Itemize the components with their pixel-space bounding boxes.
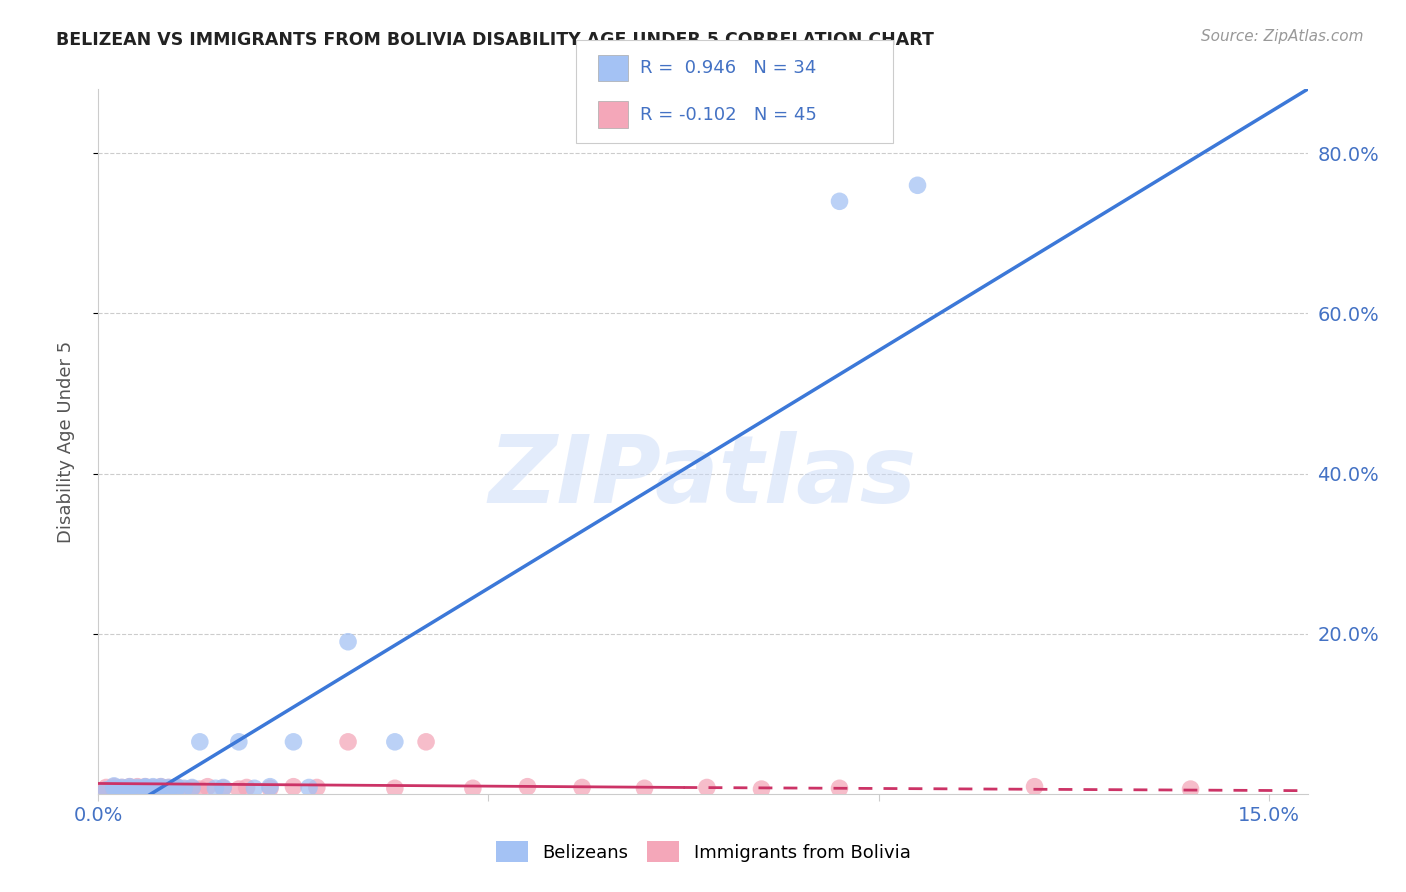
Point bbox=[118, 780, 141, 794]
Point bbox=[111, 780, 134, 795]
Point bbox=[149, 780, 172, 794]
Point bbox=[235, 780, 257, 795]
Point bbox=[103, 779, 125, 793]
Point bbox=[149, 780, 172, 794]
Point bbox=[259, 780, 281, 794]
Text: Source: ZipAtlas.com: Source: ZipAtlas.com bbox=[1201, 29, 1364, 44]
Point bbox=[157, 780, 180, 795]
Point bbox=[149, 783, 172, 797]
Legend: Belizeans, Immigrants from Bolivia: Belizeans, Immigrants from Bolivia bbox=[488, 834, 918, 870]
Point bbox=[212, 780, 235, 795]
Point bbox=[142, 783, 165, 797]
Point bbox=[571, 780, 593, 795]
Point bbox=[415, 735, 437, 749]
Point bbox=[127, 783, 149, 797]
Point bbox=[461, 781, 484, 796]
Point bbox=[165, 780, 187, 794]
Point bbox=[127, 781, 149, 796]
Point bbox=[828, 781, 851, 796]
Point bbox=[259, 781, 281, 796]
Point bbox=[165, 781, 187, 796]
Point bbox=[751, 782, 773, 797]
Point bbox=[142, 780, 165, 795]
Point bbox=[127, 780, 149, 795]
Point bbox=[828, 194, 851, 209]
Text: BELIZEAN VS IMMIGRANTS FROM BOLIVIA DISABILITY AGE UNDER 5 CORRELATION CHART: BELIZEAN VS IMMIGRANTS FROM BOLIVIA DISA… bbox=[56, 31, 934, 49]
Point bbox=[633, 781, 655, 796]
Point bbox=[212, 781, 235, 796]
Point bbox=[96, 783, 118, 797]
Point bbox=[111, 780, 134, 795]
Point bbox=[111, 782, 134, 797]
Point bbox=[337, 735, 360, 749]
Point bbox=[384, 735, 406, 749]
Point bbox=[142, 781, 165, 796]
Point bbox=[103, 781, 125, 796]
Point bbox=[134, 780, 156, 794]
Point bbox=[134, 781, 156, 796]
Point bbox=[118, 780, 141, 794]
Point bbox=[907, 178, 929, 193]
Point bbox=[181, 780, 204, 795]
Point bbox=[127, 780, 149, 794]
Point bbox=[157, 783, 180, 797]
Point bbox=[283, 780, 305, 794]
Point bbox=[165, 780, 187, 794]
Point bbox=[204, 781, 226, 796]
Point bbox=[696, 780, 718, 795]
Y-axis label: Disability Age Under 5: Disability Age Under 5 bbox=[56, 341, 75, 542]
Point bbox=[111, 783, 134, 797]
Text: ZIPatlas: ZIPatlas bbox=[489, 431, 917, 523]
Point bbox=[118, 782, 141, 797]
Point bbox=[337, 634, 360, 648]
Point bbox=[1024, 780, 1046, 794]
Point bbox=[516, 780, 538, 794]
Point bbox=[103, 780, 125, 794]
Point bbox=[134, 780, 156, 794]
Point bbox=[173, 781, 195, 796]
Point bbox=[181, 781, 204, 796]
Point bbox=[228, 782, 250, 797]
Point bbox=[228, 735, 250, 749]
Point bbox=[1180, 782, 1202, 797]
Point bbox=[96, 783, 118, 797]
Point bbox=[283, 735, 305, 749]
Point bbox=[149, 781, 172, 796]
Point bbox=[134, 780, 156, 795]
Point bbox=[384, 781, 406, 796]
Point bbox=[188, 782, 211, 797]
Point bbox=[197, 780, 219, 794]
Point bbox=[103, 782, 125, 797]
Point bbox=[165, 782, 187, 797]
Point bbox=[157, 780, 180, 795]
Point bbox=[298, 780, 321, 795]
Point bbox=[134, 781, 156, 796]
Point bbox=[118, 781, 141, 796]
Text: R = -0.102   N = 45: R = -0.102 N = 45 bbox=[640, 106, 817, 124]
Point bbox=[157, 782, 180, 797]
Point bbox=[188, 735, 211, 749]
Point bbox=[149, 781, 172, 796]
Point bbox=[243, 781, 266, 796]
Point bbox=[305, 780, 328, 795]
Point bbox=[134, 783, 156, 797]
Point bbox=[127, 782, 149, 797]
Point bbox=[96, 780, 118, 795]
Point bbox=[173, 782, 195, 797]
Point bbox=[142, 780, 165, 794]
Text: R =  0.946   N = 34: R = 0.946 N = 34 bbox=[640, 59, 815, 77]
